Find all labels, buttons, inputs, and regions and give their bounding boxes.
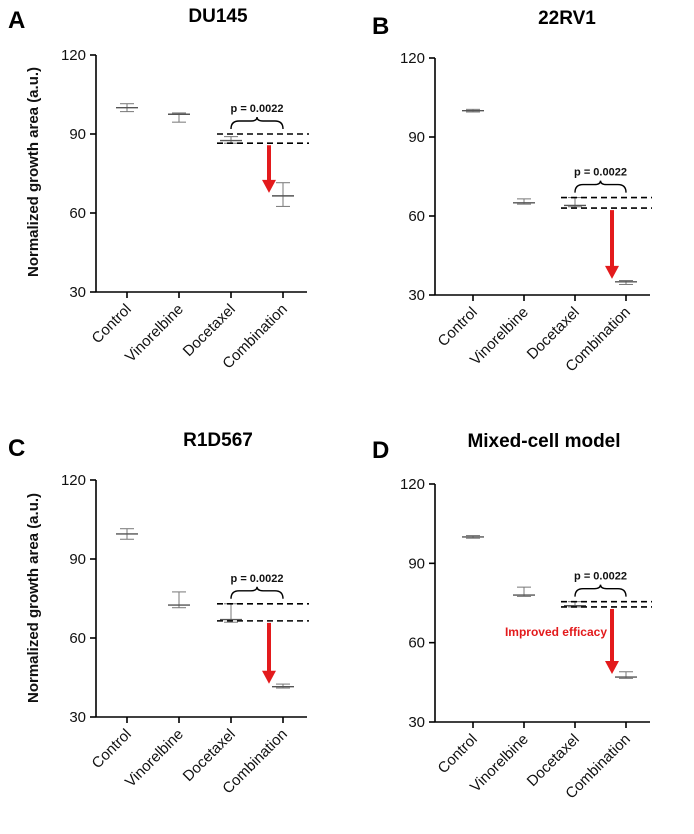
- chart-title: DU145: [188, 6, 248, 27]
- y-tick-label: 120: [400, 476, 425, 493]
- panel-letter: C: [8, 435, 25, 462]
- box-control: [116, 103, 138, 113]
- p-value: p = 0.0022: [231, 103, 284, 115]
- box-combination: [272, 182, 294, 207]
- box-vinorelbine: [168, 591, 190, 609]
- y-tick-label: 60: [69, 630, 86, 647]
- chart-panel-d: D Mixed-cell model306090120ControlVinorel…: [372, 431, 652, 802]
- x-tick-label: Control: [89, 726, 135, 772]
- box-combination: [615, 280, 637, 285]
- decrease-arrow-head: [605, 661, 619, 675]
- box-combination: [272, 683, 294, 689]
- y-axis-label: Normalized growth area (a.u.): [25, 67, 42, 277]
- y-tick-label: 90: [408, 129, 425, 146]
- p-value: p = 0.0022: [574, 571, 627, 583]
- y-tick-label: 120: [61, 47, 86, 64]
- box-vinorelbine: [513, 586, 535, 597]
- decrease-arrow-head: [262, 670, 276, 684]
- y-tick-label: 60: [408, 635, 425, 652]
- significance-bracket: [574, 180, 627, 193]
- x-tick-label: Control: [435, 304, 481, 350]
- box-control: [462, 108, 484, 113]
- y-tick-label: 30: [408, 287, 425, 304]
- significance-bracket: [230, 586, 284, 599]
- box-control: [462, 535, 484, 539]
- x-tick-label: Control: [435, 731, 481, 777]
- box-vinorelbine: [168, 112, 190, 123]
- chart-panel-c: C R1D567 Normalized growth area (a.u.) 30 60…: [8, 430, 309, 797]
- significance-bracket: [230, 116, 284, 130]
- x-tick-label: Control: [89, 301, 135, 347]
- decrease-arrow-head: [262, 179, 276, 193]
- chart-panel-a: A DU145 Normalized growth area (a.u.) 30 60 9…: [8, 6, 309, 372]
- box-docetaxel: [220, 136, 242, 144]
- y-tick-label: 120: [400, 50, 425, 67]
- annotation-text: Improved efficacy: [505, 625, 607, 639]
- panel-letter: D: [372, 437, 389, 464]
- y-axis-label: Normalized growth area (a.u.): [25, 493, 42, 703]
- significance-bracket: [574, 584, 627, 597]
- y-tick-label: 90: [69, 126, 86, 143]
- decrease-arrow-head: [605, 265, 619, 279]
- box-combination: [615, 671, 637, 679]
- panel-letter: B: [372, 13, 389, 40]
- chart-title: 22RV1: [538, 8, 596, 29]
- panel-letter: A: [8, 7, 25, 34]
- chart-title: R1D567: [183, 430, 253, 451]
- y-tick-label: 90: [408, 555, 425, 572]
- y-tick-label: 30: [69, 284, 86, 301]
- y-tick-label: 30: [69, 709, 86, 726]
- y-tick-label: 120: [61, 472, 86, 489]
- y-tick-label: 30: [408, 714, 425, 731]
- chart-panel-b: B 22RV1306090120ControlVinorelbineDocetax…: [372, 8, 652, 375]
- box-control: [116, 528, 138, 540]
- box-docetaxel: [220, 603, 242, 623]
- y-tick-label: 60: [69, 205, 86, 222]
- box-docetaxel: [564, 197, 586, 208]
- chart-title: Mixed-cell model: [467, 431, 620, 452]
- box-vinorelbine: [513, 198, 535, 205]
- y-tick-label: 60: [408, 208, 425, 225]
- p-value: p = 0.0022: [231, 573, 284, 585]
- p-value: p = 0.0022: [574, 167, 627, 179]
- y-tick-label: 90: [69, 551, 86, 568]
